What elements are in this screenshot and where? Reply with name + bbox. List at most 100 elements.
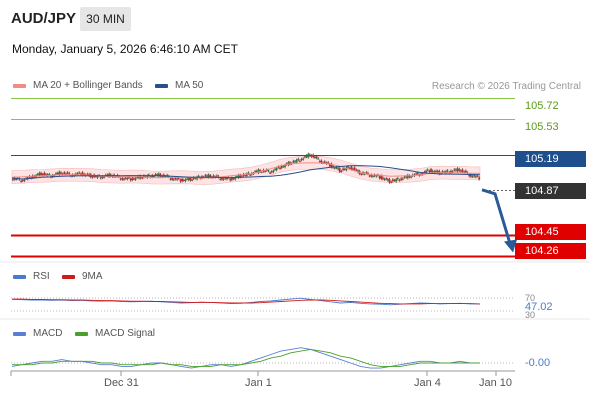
legend-macd: MACD	[13, 328, 62, 339]
candle-body	[224, 177, 227, 179]
candle-body	[345, 167, 348, 171]
candle-body	[277, 166, 280, 168]
candle-body	[284, 165, 286, 168]
candle-body	[272, 170, 275, 173]
candle-body	[473, 175, 476, 177]
candle-body	[60, 172, 62, 174]
candle-body	[333, 167, 336, 169]
candle-body	[436, 170, 439, 173]
candle-body	[74, 173, 77, 175]
forecast-arrow-line	[481, 188, 512, 244]
candle-body	[398, 180, 401, 182]
macd-current-label: -0.00	[525, 357, 551, 369]
candle-body	[254, 171, 257, 173]
candle-body	[55, 173, 57, 175]
candle-body	[174, 178, 177, 180]
candle-body	[76, 173, 79, 175]
x-tick-dec31: Dec 31	[104, 377, 139, 389]
macd-swatch	[13, 331, 26, 336]
candle-body	[450, 170, 452, 173]
ma50-swatch	[155, 83, 168, 88]
candle-body	[308, 154, 311, 156]
candle-body	[245, 173, 248, 177]
timeframe-button[interactable]: 30 MIN	[80, 7, 131, 31]
candle-body	[318, 160, 321, 163]
candle-body	[456, 168, 459, 172]
symbol-title: AUD/JPY	[11, 10, 77, 27]
candle-body	[264, 170, 266, 172]
candle-body	[323, 161, 326, 163]
candle-body	[380, 175, 383, 179]
candle-body	[315, 156, 318, 158]
candle-body	[131, 177, 134, 180]
candle-body	[221, 177, 223, 180]
ma20-swatch	[13, 83, 26, 88]
candle-body	[469, 174, 472, 177]
candle-body	[126, 178, 129, 180]
resistance-1-label: 105.53	[525, 121, 559, 133]
candle-body	[226, 178, 228, 180]
candle-body	[383, 179, 386, 181]
candle-body	[229, 178, 232, 181]
candle-body	[249, 174, 252, 176]
candle-body	[41, 174, 44, 176]
candle-body	[186, 178, 188, 180]
candle-body	[342, 168, 344, 170]
candle-body	[307, 153, 310, 158]
candle-body	[415, 173, 418, 175]
candle-body	[310, 155, 313, 157]
candle-body	[119, 178, 122, 180]
candle-body	[235, 176, 238, 178]
candle-body	[244, 174, 247, 176]
legend-ma50-label: MA 50	[175, 80, 204, 91]
candle-body	[295, 160, 298, 163]
candle-body	[184, 179, 187, 182]
candle-body	[330, 163, 333, 168]
candle-body	[274, 169, 276, 171]
candle-body	[56, 173, 59, 175]
x-tick-jan4: Jan 4	[414, 377, 441, 389]
candle-body	[269, 172, 271, 174]
candle-body	[317, 158, 320, 160]
candle-body	[259, 170, 262, 172]
candle-body	[128, 177, 130, 179]
candle-body	[368, 175, 371, 177]
candle-body	[375, 175, 378, 177]
candle-body	[435, 170, 437, 172]
legend-macd-signal-label: MACD Signal	[95, 328, 156, 339]
candle-body	[463, 171, 466, 173]
candle-body	[396, 178, 399, 180]
support-1-price-tag: 104.45	[515, 224, 586, 240]
legend-rsi-ma: 9MA	[62, 271, 103, 282]
candle-body	[216, 175, 218, 177]
candle-body	[206, 175, 208, 177]
candle-body	[141, 177, 144, 179]
ma20-line	[11, 162, 481, 179]
candle-body	[212, 175, 215, 178]
candle-body	[461, 169, 464, 172]
macd-signal-line	[12, 348, 480, 367]
candle-body	[476, 175, 479, 177]
candle-body	[400, 178, 403, 180]
candle-body	[300, 158, 303, 161]
macd-line	[11, 347, 480, 369]
candle-body	[385, 178, 388, 180]
candle-body	[388, 179, 391, 183]
candle-body	[390, 181, 393, 183]
rsi-lower-label: 30	[525, 310, 536, 318]
candle-body	[350, 166, 353, 170]
legend-ma20-label: MA 20 + Bollinger Bands	[33, 80, 143, 91]
candle-body	[68, 173, 71, 175]
candle-body	[164, 176, 167, 178]
candle-body	[129, 178, 132, 181]
legend-ma20: MA 20 + Bollinger Bands	[13, 80, 143, 91]
candle-body	[197, 175, 200, 177]
candle-body	[430, 169, 432, 173]
candle-body	[21, 180, 24, 182]
candle-body	[40, 172, 42, 175]
candle-body	[148, 174, 150, 176]
candle-body	[252, 173, 255, 175]
candle-body	[187, 177, 190, 181]
candle-body	[305, 155, 308, 157]
